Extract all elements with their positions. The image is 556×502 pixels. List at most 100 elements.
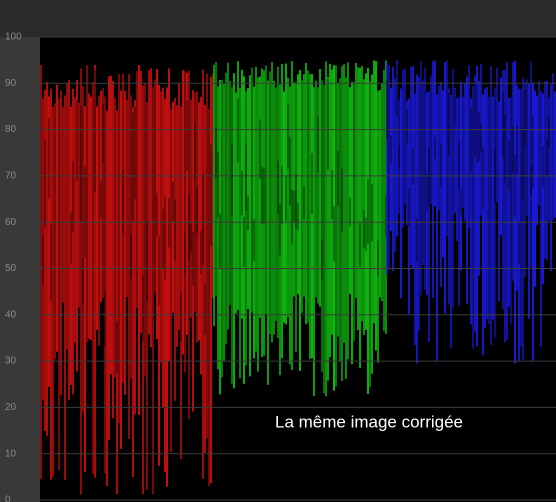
waveform-shade bbox=[502, 93, 504, 158]
waveform-trace bbox=[305, 63, 307, 324]
waveform-trace bbox=[552, 73, 554, 220]
waveform-trace bbox=[494, 88, 496, 338]
waveform-shade bbox=[321, 240, 323, 280]
waveform-shade bbox=[514, 154, 516, 217]
waveform-trace bbox=[118, 74, 120, 423]
waveform-trace bbox=[120, 91, 122, 449]
waveform-trace bbox=[140, 71, 142, 333]
waveform-shade bbox=[474, 81, 476, 156]
waveform-shade bbox=[162, 209, 164, 268]
waveform-trace bbox=[213, 65, 215, 326]
waveform-shade bbox=[504, 114, 506, 183]
waveform-shade bbox=[44, 139, 46, 226]
waveform-shade bbox=[281, 166, 283, 224]
waveform-shade bbox=[396, 64, 398, 116]
waveform-monitor: La même image corrigée 10090807060504030… bbox=[0, 0, 556, 502]
waveform-shade bbox=[259, 119, 261, 178]
waveform-trace bbox=[144, 83, 146, 376]
waveform-shade bbox=[186, 100, 188, 170]
waveform-shade bbox=[42, 235, 44, 284]
waveform-shade bbox=[243, 217, 245, 267]
waveform-shade bbox=[494, 148, 496, 205]
waveform-trace bbox=[444, 62, 446, 314]
waveform-trace bbox=[307, 70, 309, 322]
waveform-trace bbox=[166, 87, 168, 486]
waveform-trace bbox=[325, 61, 327, 396]
scale-label: 80 bbox=[5, 124, 17, 135]
waveform-shade bbox=[277, 161, 279, 214]
waveform-trace bbox=[462, 97, 464, 208]
waveform-trace bbox=[484, 89, 486, 328]
waveform-trace bbox=[150, 68, 152, 347]
waveform-trace bbox=[456, 98, 458, 241]
waveform-shade bbox=[261, 167, 263, 224]
waveform-trace bbox=[56, 85, 58, 352]
waveform-shade bbox=[196, 187, 198, 234]
waveform-shade bbox=[548, 117, 550, 148]
waveform-shade bbox=[142, 276, 144, 342]
waveform-shade bbox=[279, 204, 281, 255]
waveform-trace bbox=[313, 87, 315, 396]
scale-label: 10 bbox=[5, 448, 17, 459]
waveform-shade bbox=[215, 128, 217, 179]
waveform-shade bbox=[408, 188, 410, 226]
waveform-shade bbox=[518, 222, 520, 264]
waveform-trace bbox=[323, 85, 325, 393]
waveform-shade bbox=[164, 197, 166, 280]
waveform-trace bbox=[498, 101, 500, 301]
waveform-shade bbox=[363, 210, 365, 247]
scale-label: 70 bbox=[5, 171, 17, 182]
waveform-shade bbox=[448, 93, 450, 156]
waveform-shade bbox=[253, 219, 255, 261]
waveform-shade bbox=[542, 146, 544, 188]
waveform-trace bbox=[52, 107, 54, 477]
waveform-shade bbox=[460, 190, 462, 214]
scale-label: 100 bbox=[5, 32, 22, 43]
waveform-shade bbox=[478, 112, 480, 161]
waveform-trace bbox=[202, 70, 204, 479]
waveform-shade bbox=[130, 235, 132, 278]
waveform-trace bbox=[544, 81, 546, 259]
waveform-trace bbox=[526, 79, 528, 216]
waveform-trace bbox=[257, 78, 259, 372]
waveform-shade bbox=[210, 144, 212, 246]
waveform-shade bbox=[263, 168, 265, 224]
waveform-trace bbox=[229, 81, 231, 305]
waveform-trace bbox=[269, 71, 271, 334]
waveform-trace bbox=[215, 62, 217, 296]
waveform-trace bbox=[190, 100, 192, 318]
waveform-trace bbox=[343, 64, 345, 342]
waveform-trace bbox=[402, 70, 404, 227]
waveform-shade bbox=[458, 141, 460, 190]
waveform-trace bbox=[289, 86, 291, 364]
waveform-trace bbox=[116, 110, 118, 494]
waveform-trace bbox=[217, 86, 219, 369]
waveform-trace bbox=[267, 81, 269, 385]
waveform-trace bbox=[436, 94, 438, 361]
waveform-trace bbox=[337, 83, 339, 337]
waveform-shade bbox=[237, 98, 239, 161]
waveform-trace bbox=[110, 76, 112, 374]
waveform-trace bbox=[466, 77, 468, 304]
waveform-shade bbox=[426, 174, 428, 210]
waveform-trace bbox=[353, 82, 355, 341]
waveform-shade bbox=[416, 219, 418, 262]
waveform-trace bbox=[311, 74, 313, 358]
waveform-trace bbox=[148, 70, 150, 334]
waveform-trace bbox=[210, 77, 212, 483]
waveform-shade bbox=[194, 122, 196, 179]
waveform-trace bbox=[271, 62, 273, 342]
waveform-trace bbox=[520, 89, 522, 347]
waveform-trace bbox=[365, 73, 367, 329]
waveform-trace bbox=[180, 106, 182, 459]
waveform-trace bbox=[303, 74, 305, 297]
waveform-shade bbox=[241, 171, 243, 215]
waveform-trace bbox=[106, 111, 108, 486]
waveform-trace bbox=[496, 68, 498, 203]
waveform-shade bbox=[116, 322, 118, 374]
waveform-shade bbox=[291, 189, 293, 243]
waveform-shade bbox=[337, 151, 339, 207]
waveform-trace bbox=[46, 82, 48, 436]
waveform-shade bbox=[482, 146, 484, 209]
waveform-trace bbox=[88, 93, 90, 338]
